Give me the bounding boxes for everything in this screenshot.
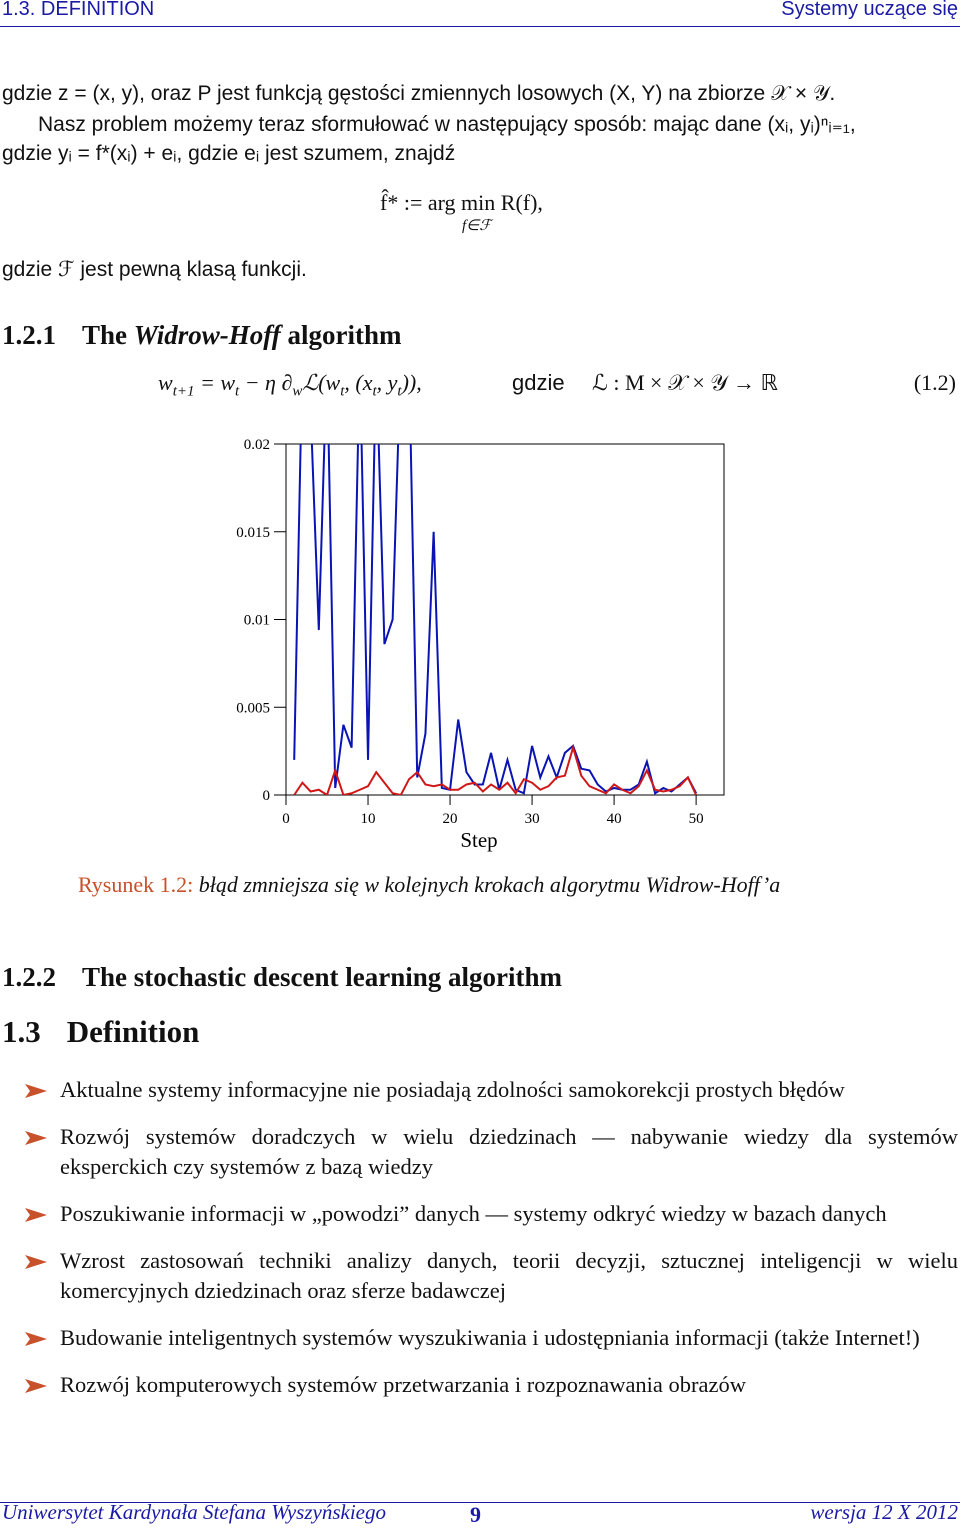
footer-rule [0,1502,960,1503]
text-line: gdzie ℱ jest pewną klasą funkcji. [2,258,307,281]
bullet-item: Poszukiwanie informacji w „powodzi” dany… [24,1199,958,1229]
arrow-shape [25,1084,47,1098]
bullet-item: Budowanie inteligentnych systemów wyszuk… [24,1323,958,1353]
footer-right: wersja 12 X 2012 [810,1500,958,1524]
footer-left: Uniwersytet Kardynała Stefana Wyszyńskie… [2,1500,386,1524]
equation: f̂* := arg min R(f), [380,190,543,215]
heading: 1.3 Definition [2,1014,199,1050]
equation: wt+1 = wt − η ∂wℒ(wt, (xt, yt)), [158,370,422,400]
x-tick-label: 0 [282,811,290,827]
equation-part: ℒ(w [302,370,341,395]
chart: Step 0 0.005 0.01 0.015 0.02 0 10 20 30 40 50 [236,437,725,852]
heading-number: 1.2.1 [2,320,56,350]
arrow-shape [25,1379,47,1393]
equation-part: )), [401,370,422,395]
bullet-item: Rozwój systemów doradczych w wielu dzied… [24,1122,958,1182]
arrow-shape [25,1255,47,1269]
arrow-shape [25,1208,47,1222]
heading-number: 1.2.2 [2,962,56,992]
equation-part: t [340,383,345,400]
y-tick-label: 0 [263,788,271,804]
x-tick-label: 40 [607,811,622,827]
caption-text: błąd zmniejsza się w kolejnych krokach a… [198,872,781,897]
equation-sub: f∈ℱ [462,218,492,234]
y-tick-label: 0.015 [236,525,270,541]
equation-part: − η ∂ [239,370,293,395]
y-tick-label: 0.02 [244,437,270,453]
data-line [293,744,698,795]
bullet-text: Poszukiwanie informacji w „powodzi” dany… [60,1201,887,1226]
equation-part: t+1 [172,383,195,400]
header-section: 1.3. DEFINITION [2,0,155,20]
bullet-arrow [25,1379,47,1393]
bullet-arrow [25,1255,47,1269]
heading-text: algorithm [280,320,402,350]
equation-part: w [158,370,173,395]
bullet-text: Aktualne systemy informacyjne nie posiad… [60,1077,845,1102]
equation-part: w [292,383,303,400]
heading-text: The stochastic descent learning algorith… [82,962,562,992]
heading-text: Definition [66,1014,200,1049]
text-line: gdzie z = (x, y), oraz P jest funkcją gę… [2,82,836,105]
equation-part: t [372,383,377,400]
equation-part: , (x [344,370,373,395]
x-tick-label: 10 [361,811,376,827]
caption-label: Rysunek 1.2: [78,872,194,897]
bullet-item: Rozwój komputerowych systemów przetwarza… [24,1370,958,1400]
bullet-arrow [25,1084,47,1098]
equation-number: (1.2) [913,370,956,395]
x-axis-label: Step [460,828,497,852]
heading-text: The [82,320,134,350]
equation-part: t [397,383,402,400]
bullet-arrow [25,1332,47,1346]
equation-text: gdzie [512,370,565,395]
bullet-item: Wzrost zastosowań techniki analizy danyc… [24,1246,958,1306]
heading-text: Widrow-Hoff [133,320,281,350]
bullet-item: Aktualne systemy informacyjne nie posiad… [24,1075,958,1105]
y-tick-label: 0.005 [236,700,270,716]
heading: 1.2.1 The Widrow-Hoff algorithm [2,320,402,351]
heading: 1.2.2 The stochastic descent learning alg… [2,962,562,993]
data-line [293,444,697,795]
text-line: Nasz problem możemy teraz sformułować w … [38,113,856,136]
header-rule [0,26,960,27]
x-tick-label: 50 [689,811,704,827]
equation-part: , y [376,370,398,395]
heading-number: 1.3 [2,1014,41,1049]
bullet-arrow [25,1208,47,1222]
equation-part: t [235,383,240,400]
equation: ℒ : M × 𝒳 × 𝒴 → ℝ [592,370,778,395]
arrow-shape [25,1131,47,1145]
y-tick-label: 0.01 [244,613,270,629]
arrow-shape [25,1332,47,1346]
bullet-text: Rozwój systemów doradczych w wielu dzied… [60,1124,958,1179]
equation-part: = w [194,370,236,395]
bullet-arrow [25,1131,47,1145]
text-line: gdzie yᵢ = f*(xᵢ) + eᵢ, gdzie eᵢ jest sz… [2,142,456,165]
x-tick-label: 30 [525,811,540,827]
x-tick-label: 20 [443,811,458,827]
bullet-text: Budowanie inteligentnych systemów wyszuk… [60,1325,920,1350]
bullet-text: Wzrost zastosowań techniki analizy danyc… [60,1248,958,1303]
bullet-list: Aktualne systemy informacyjne nie posiad… [24,1075,958,1417]
page-number: 9 [470,1502,481,1527]
caption: Rysunek 1.2: błąd zmniejsza się w kolejn… [78,872,780,898]
header-title: Systemy uczące się [781,0,958,20]
bullet-text: Rozwój komputerowych systemów przetwarza… [60,1372,747,1397]
